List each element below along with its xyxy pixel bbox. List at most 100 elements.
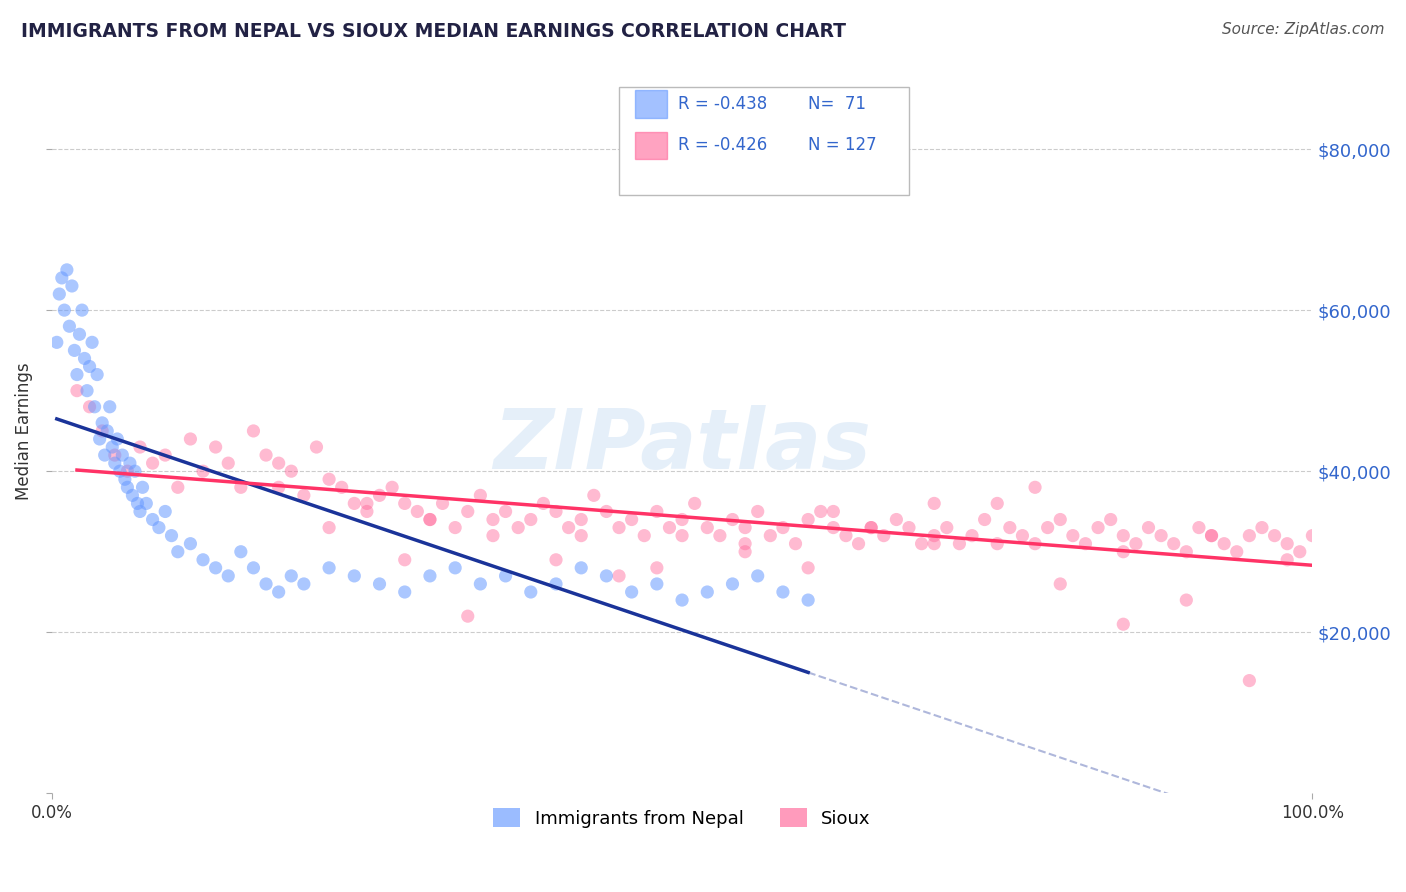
Point bbox=[1049, 577, 1071, 591]
Point bbox=[797, 593, 820, 607]
Point bbox=[645, 577, 668, 591]
Point bbox=[280, 569, 302, 583]
Point bbox=[160, 528, 183, 542]
Point bbox=[56, 263, 79, 277]
Point bbox=[124, 464, 146, 478]
Point bbox=[1163, 537, 1185, 551]
Point bbox=[495, 504, 517, 518]
Point bbox=[1112, 528, 1135, 542]
Point bbox=[1112, 617, 1135, 632]
Point bbox=[747, 569, 769, 583]
Point bbox=[645, 561, 668, 575]
Point bbox=[1239, 673, 1261, 688]
Point bbox=[318, 472, 340, 486]
Point bbox=[267, 585, 290, 599]
Point bbox=[544, 577, 567, 591]
Point bbox=[823, 520, 845, 534]
Point bbox=[721, 512, 744, 526]
Point bbox=[229, 545, 252, 559]
Point bbox=[759, 528, 782, 542]
Point bbox=[135, 496, 157, 510]
Point bbox=[797, 512, 820, 526]
Point bbox=[557, 520, 579, 534]
Point bbox=[127, 496, 149, 510]
Point bbox=[772, 520, 794, 534]
Point bbox=[131, 480, 153, 494]
Point bbox=[114, 472, 136, 486]
Point bbox=[1137, 520, 1160, 534]
Point bbox=[960, 528, 983, 542]
Point bbox=[1099, 512, 1122, 526]
Point bbox=[1125, 537, 1147, 551]
Point bbox=[457, 504, 479, 518]
Point bbox=[595, 569, 617, 583]
Point bbox=[1175, 545, 1198, 559]
Point bbox=[343, 496, 366, 510]
Point bbox=[922, 528, 945, 542]
Point bbox=[166, 480, 188, 494]
Point bbox=[406, 504, 429, 518]
Point bbox=[191, 553, 214, 567]
Point bbox=[204, 440, 226, 454]
Point bbox=[1201, 528, 1223, 542]
Point bbox=[267, 480, 290, 494]
Point bbox=[217, 569, 239, 583]
Point bbox=[105, 432, 128, 446]
Point bbox=[457, 609, 479, 624]
Point bbox=[242, 424, 264, 438]
Text: Source: ZipAtlas.com: Source: ZipAtlas.com bbox=[1222, 22, 1385, 37]
Point bbox=[419, 569, 441, 583]
Point bbox=[986, 496, 1008, 510]
Point bbox=[470, 577, 492, 591]
Point bbox=[569, 512, 592, 526]
Point bbox=[343, 569, 366, 583]
Point bbox=[709, 528, 731, 542]
Point bbox=[83, 400, 105, 414]
Point bbox=[1011, 528, 1033, 542]
Point bbox=[79, 359, 101, 374]
Point bbox=[482, 512, 505, 526]
Point bbox=[79, 400, 101, 414]
Point bbox=[419, 512, 441, 526]
Text: R = -0.426: R = -0.426 bbox=[678, 136, 768, 154]
Point bbox=[76, 384, 98, 398]
Point bbox=[935, 520, 957, 534]
Point bbox=[254, 577, 277, 591]
Point bbox=[531, 496, 554, 510]
Point bbox=[582, 488, 605, 502]
Point bbox=[747, 504, 769, 518]
Point bbox=[922, 537, 945, 551]
Point bbox=[91, 424, 114, 438]
Point bbox=[671, 593, 693, 607]
Point bbox=[45, 335, 67, 350]
Point bbox=[166, 545, 188, 559]
Text: IMMIGRANTS FROM NEPAL VS SIOUX MEDIAN EARNINGS CORRELATION CHART: IMMIGRANTS FROM NEPAL VS SIOUX MEDIAN EA… bbox=[21, 22, 846, 41]
Point bbox=[734, 545, 756, 559]
Point bbox=[356, 504, 378, 518]
Point bbox=[155, 504, 177, 518]
Point bbox=[797, 561, 820, 575]
Point bbox=[1275, 537, 1298, 551]
Point bbox=[696, 585, 718, 599]
Point bbox=[544, 553, 567, 567]
Point bbox=[432, 496, 454, 510]
Point bbox=[129, 440, 152, 454]
Point bbox=[1213, 537, 1236, 551]
Point bbox=[148, 520, 170, 534]
Point bbox=[142, 456, 165, 470]
Point bbox=[48, 287, 70, 301]
Point bbox=[108, 464, 131, 478]
FancyBboxPatch shape bbox=[636, 132, 666, 159]
Point bbox=[117, 480, 139, 494]
Point bbox=[1188, 520, 1211, 534]
Point bbox=[217, 456, 239, 470]
Point bbox=[772, 585, 794, 599]
Point bbox=[104, 456, 127, 470]
Point bbox=[292, 577, 315, 591]
Point bbox=[191, 464, 214, 478]
Point bbox=[51, 271, 73, 285]
Point bbox=[394, 553, 416, 567]
Point bbox=[1264, 528, 1286, 542]
Point bbox=[111, 448, 134, 462]
Point bbox=[381, 480, 404, 494]
